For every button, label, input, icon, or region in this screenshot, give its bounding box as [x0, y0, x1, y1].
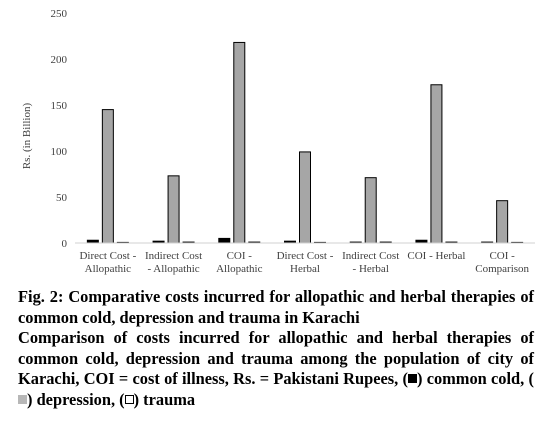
legend-common-cold: common cold, — [426, 369, 525, 389]
y-tick-label: 0 — [62, 238, 68, 250]
x-tick-label: COI -Allopathic — [216, 250, 263, 275]
y-tick-label: 150 — [51, 100, 68, 112]
x-tick-label: Direct Cost -Allopathic — [79, 250, 136, 275]
y-tick-label: 100 — [51, 146, 68, 158]
y-axis-label: Rs. (in Billion) — [21, 103, 33, 170]
figure-caption: Fig. 2: Comparative costs incurred for a… — [18, 287, 534, 411]
y-tick-labels: 0 50 100 150 200 250 — [51, 8, 68, 250]
bar-depression — [101, 109, 114, 244]
bar-depression — [496, 200, 509, 244]
x-tick-label: COI - Herbal — [407, 250, 465, 262]
x-tick-label: COI -Comparison — [475, 250, 529, 275]
bar-chart: Rs. (in Billion) 0 50 100 150 200 250 Direct … — [21, 8, 535, 275]
caption-body: Comparison of costs incurred for allopat… — [18, 328, 534, 409]
x-tick-label: Indirect Cost - Herbal — [342, 250, 399, 275]
caption-title: Fig. 2: Comparative costs incurred for a… — [18, 287, 534, 327]
common-cold-legend-swatch — [407, 374, 417, 384]
bar-depression — [233, 41, 246, 244]
x-tick-label: Direct Cost -Herbal — [277, 250, 334, 275]
legend-trauma: trauma — [143, 389, 196, 409]
depression-legend-swatch — [18, 394, 27, 404]
x-tick-label: Indirect Cost - Allopathic — [145, 250, 202, 275]
x-tick-labels: Direct Cost -Allopathic Indirect Cost - Al… — [79, 250, 529, 275]
caption-body-text: Comparison of costs incurred for allopat… — [18, 328, 534, 389]
y-tick-label: 250 — [51, 8, 68, 20]
bar-depression — [167, 175, 180, 244]
bar-depression — [299, 151, 311, 244]
y-tick-label: 200 — [51, 54, 68, 66]
bars — [86, 41, 524, 244]
y-tick-label: 50 — [56, 192, 68, 204]
trauma-legend-swatch — [124, 394, 134, 404]
bar-depression — [364, 177, 377, 244]
legend-depression: depression, — [36, 389, 116, 409]
bar-common-cold — [218, 237, 231, 244]
bar-depression — [430, 84, 443, 244]
